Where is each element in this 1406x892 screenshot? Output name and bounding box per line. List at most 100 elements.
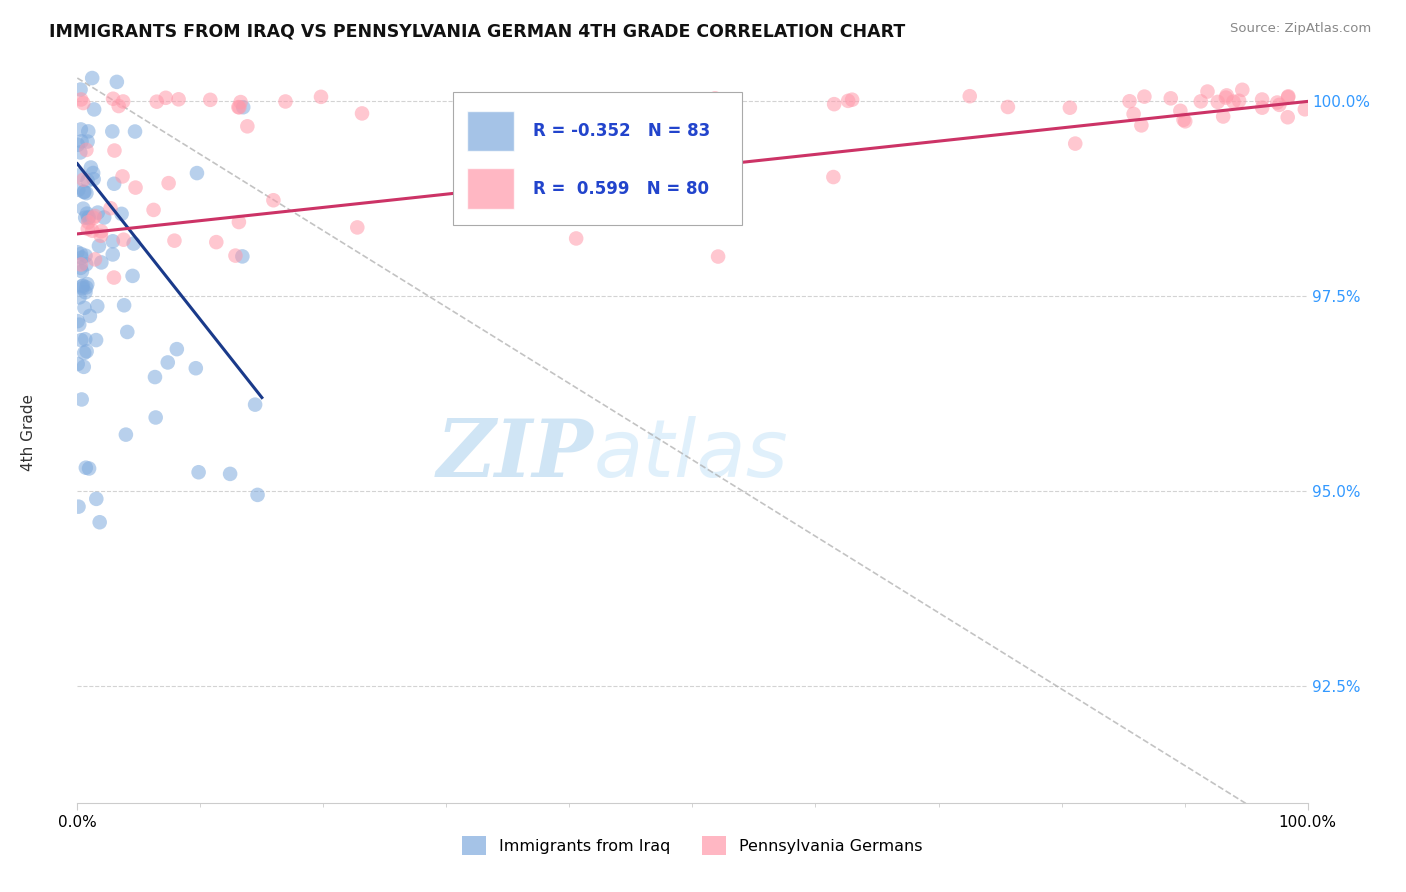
Point [1222,95,1244,109]
Point [69,82,91,96]
Point [66,314,89,328]
Point [157,176,180,190]
Point [823,169,845,184]
Point [93,211,115,225]
Point [1160,91,1182,105]
Point [67,169,90,183]
Point [841,93,863,107]
Point [1130,119,1153,133]
Point [643,95,665,109]
Point [205,235,228,249]
Text: ZIP: ZIP [437,416,595,493]
Point [77,461,100,475]
Point [79,309,101,323]
Point [101,124,124,138]
Point [90,255,112,269]
Point [73,346,96,360]
Point [1277,89,1299,103]
Point [69,290,91,304]
Point [121,268,143,283]
FancyBboxPatch shape [467,111,515,152]
Point [73,185,96,199]
Point [1197,85,1219,99]
Point [477,98,499,112]
Point [228,215,250,229]
Point [73,359,96,374]
Point [228,100,250,114]
Point [72,278,94,293]
Point [107,99,129,113]
Point [837,94,859,108]
Point [1206,95,1229,109]
Point [84,491,107,506]
Point [90,228,112,243]
Point [1277,110,1299,124]
Point [124,124,146,138]
Point [100,201,122,215]
Point [70,333,93,347]
Point [70,392,93,407]
Point [90,224,112,238]
Point [309,90,332,104]
Point [1059,101,1081,115]
Point [350,106,373,120]
Point [959,89,981,103]
Point [73,185,96,199]
Point [70,257,93,271]
Point [70,264,93,278]
Point [103,270,125,285]
Point [80,161,103,175]
Point [1294,103,1316,117]
Point [707,250,730,264]
Point [75,285,97,300]
Point [115,427,138,442]
Point [76,206,98,220]
Point [1227,94,1250,108]
Point [82,224,104,238]
Point [103,144,125,158]
Point [1189,95,1212,109]
Point [482,95,505,110]
Point [86,299,108,313]
Point [75,143,97,157]
Point [70,122,93,136]
Point [565,231,588,245]
Point [229,95,252,109]
Point [117,325,139,339]
Point [105,75,128,89]
Point [103,177,125,191]
Point [87,205,110,219]
Point [87,239,110,253]
Point [1118,95,1140,109]
Point [1232,83,1254,97]
Point [66,357,89,371]
Point [236,120,259,134]
Point [1251,101,1274,115]
Point [75,257,97,271]
Point [75,460,97,475]
Point [145,95,167,109]
Point [76,222,98,236]
Point [219,467,242,481]
Point [83,103,105,117]
Point [70,279,93,293]
Point [76,135,98,149]
Point [75,186,97,201]
Point [82,70,104,85]
Point [66,245,89,260]
Point [77,211,100,226]
Point [1251,93,1274,107]
Point [69,260,91,275]
Text: Source: ZipAtlas.com: Source: ZipAtlas.com [1230,22,1371,36]
Point [1174,114,1197,128]
Point [72,96,94,111]
Point [231,249,253,263]
Point [274,95,297,109]
FancyBboxPatch shape [467,169,515,209]
Point [70,93,93,107]
Point [186,166,208,180]
Point [156,355,179,369]
Point [72,172,94,186]
Point [142,202,165,217]
Point [1265,95,1288,110]
